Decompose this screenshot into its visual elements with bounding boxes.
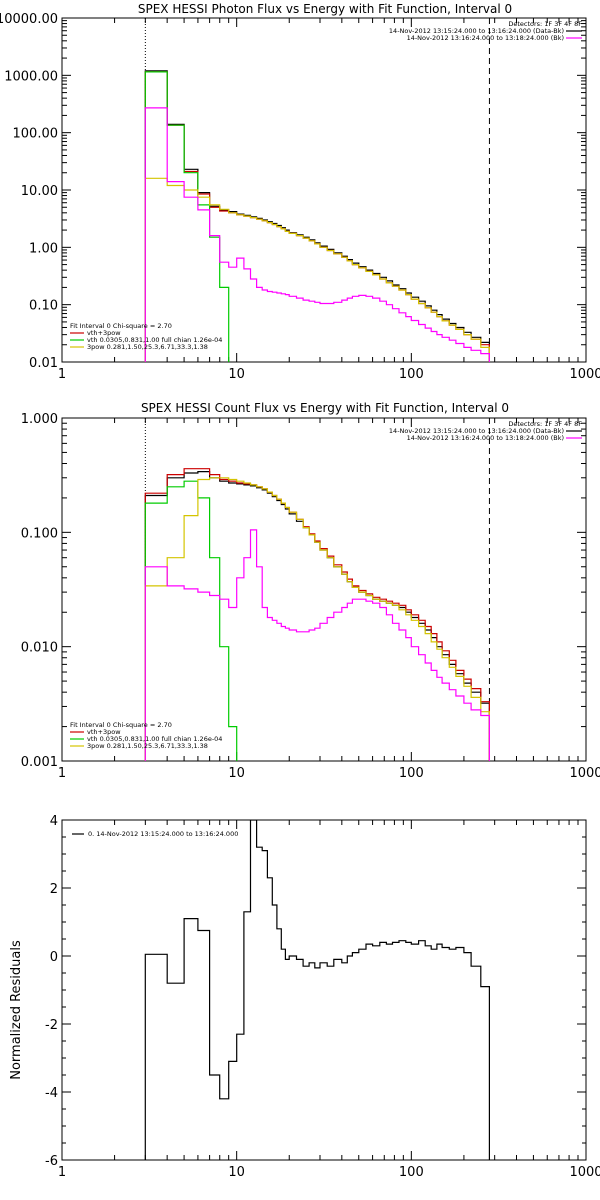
count-x-tick-label: 1 (58, 766, 66, 781)
residuals-plot: 1 10 100 1000 -6 -4 -2 0 2 4 0. 14-Nov-2012 13:15:… (45, 814, 600, 1180)
photon-x-tick-label: 1000 (569, 367, 600, 382)
residual-series-group (144, 820, 490, 1160)
photon-legend-detectors: Detectors: 1F 3F 4F 8F (508, 20, 582, 28)
residual-x-tick-label: 1000 (569, 1165, 600, 1180)
photon-y-tick-label: 0.01 (29, 356, 58, 371)
photon-y-tick-label: 1.00 (29, 241, 58, 256)
photon-series-line-4 (144, 107, 490, 362)
count-legend-detectors: Detectors: 1F 3F 4F 8F (508, 420, 582, 428)
count-legend-fit-text: 3pow 0.281,1.50,25.3,6.71,33.3,1.38 (87, 742, 208, 750)
count-legend-top-text: 14-Nov-2012 13:15:24.000 to 13:16:24.000… (389, 427, 564, 435)
count-x-tick-label: 10 (228, 766, 245, 781)
photon-legend-top-text: 14-Nov-2012 13:16:24.000 to 13:18:24.000… (407, 34, 564, 42)
photon-series-line-3 (144, 177, 490, 362)
photon-flux-plot: 1 10 100 1000 0.01 0.10 1.00 10.00 100.00 1000.00… (0, 12, 600, 382)
residuals-panel: Normalized Residuals 1 10 100 1000 -6 -4 -2 0 2 4… (9, 814, 600, 1180)
residual-legend-text: 0. 14-Nov-2012 13:15:24.000 to 13:16:24.… (88, 830, 238, 838)
count-legend-fit-header: Fit Interval 0 Chi-square = 2.70 (70, 721, 172, 729)
count-legend-top-text: 14-Nov-2012 13:16:24.000 to 13:18:24.000… (407, 434, 564, 442)
photon-x-tick-label: 100 (399, 367, 424, 382)
residual-y-tick-label: -2 (45, 1018, 58, 1033)
photon-y-tick-label: 0.10 (29, 299, 58, 314)
photon-x-tick-label: 10 (228, 367, 245, 382)
count-series-line-3 (144, 477, 490, 761)
photon-legend-top-text: 14-Nov-2012 13:15:24.000 to 13:16:24.000… (389, 27, 564, 35)
residual-y-tick-label: -6 (45, 1154, 58, 1169)
residuals-y-axis-label: Normalized Residuals (9, 940, 24, 1080)
count-flux-plot: 1 10 100 1000 0.001 0.010 0.100 1.000 Detectors:… (21, 412, 600, 781)
photon-x-tick-label: 1 (58, 367, 66, 382)
count-x-tick-label: 100 (399, 766, 424, 781)
residual-y-tick-label: -4 (45, 1086, 58, 1101)
residual-y-tick-label: 4 (50, 814, 58, 829)
photon-series-line-2 (144, 71, 230, 362)
photon-y-tick-label: 10.00 (21, 184, 58, 199)
photon-y-tick-label: 1000.00 (4, 69, 58, 84)
residual-y-tick-label: 2 (50, 882, 58, 897)
count-legend-fit-text: vth+3pow (87, 728, 121, 736)
count-series-group (144, 468, 490, 761)
residual-x-tick-label: 100 (399, 1165, 424, 1180)
photon-legend-fit-text: 3pow 0.281,1.50,25.3,6.71,33.3,1.38 (87, 343, 208, 351)
count-y-tick-label: 0.100 (21, 526, 58, 541)
photon-y-tick-label: 10000.00 (0, 12, 58, 27)
count-y-tick-label: 1.000 (21, 412, 58, 427)
count-y-tick-label: 0.001 (21, 755, 58, 770)
photon-legend-fit-text: vth 0.0305,0.831,1.00 full chian 1.26e-0… (87, 336, 222, 344)
count-flux-title: SPEX HESSI Count Flux vs Energy with Fit… (141, 401, 509, 415)
photon-legend-fit-text: vth+3pow (87, 329, 121, 337)
residual-x-tick-label: 1 (58, 1165, 66, 1180)
photon-series-line-0 (144, 70, 490, 362)
count-series-line-4 (144, 529, 490, 761)
photon-y-tick-label: 100.00 (13, 127, 59, 142)
photon-flux-title: SPEX HESSI Photon Flux vs Energy with Fi… (138, 2, 512, 16)
residual-y-tick-label: 0 (50, 950, 58, 965)
count-series-line-2 (144, 480, 238, 761)
count-x-tick-label: 1000 (569, 766, 600, 781)
photon-flux-panel: SPEX HESSI Photon Flux vs Energy with Fi… (0, 2, 600, 382)
residual-series-line-0 (144, 820, 490, 1160)
count-legend-fit-text: vth 0.0305,0.831,1.00 full chian 1.26e-0… (87, 735, 222, 743)
photon-legend-fit-header: Fit Interval 0 Chi-square = 2.70 (70, 322, 172, 330)
photon-series-group (144, 70, 490, 362)
count-flux-panel: SPEX HESSI Count Flux vs Energy with Fit… (21, 401, 600, 781)
residual-x-tick-label: 10 (228, 1165, 245, 1180)
count-plot-frame (61, 417, 587, 762)
count-y-tick-label: 0.010 (21, 641, 58, 656)
